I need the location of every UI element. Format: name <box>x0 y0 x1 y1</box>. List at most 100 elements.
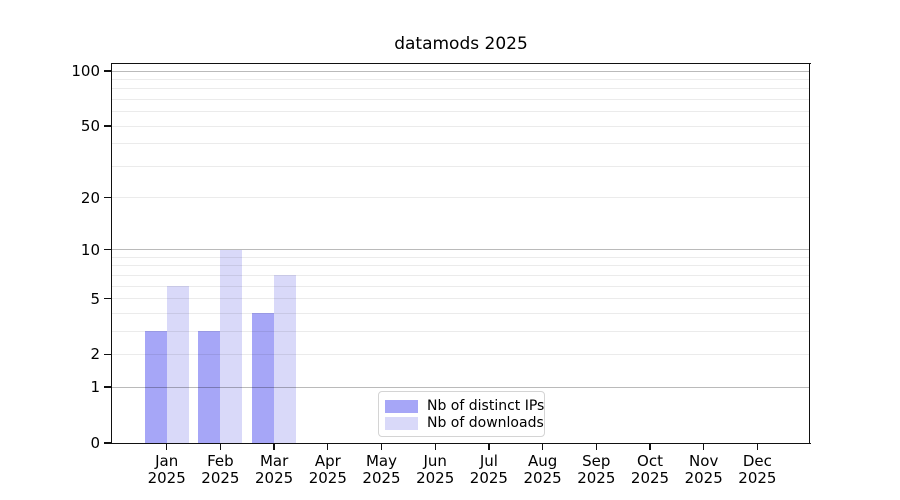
x-tick-month: Sep <box>582 452 611 470</box>
x-tick-label: Mar 2025 <box>239 453 309 487</box>
y-tick-label: 10 <box>80 240 100 259</box>
y-tick-mark <box>104 386 112 388</box>
x-tick-label: Feb 2025 <box>185 453 255 487</box>
y-tick-label: 100 <box>71 62 100 80</box>
x-tick-mark <box>434 444 436 450</box>
minor-gridline <box>112 78 810 80</box>
x-tick-label: Jun 2025 <box>400 453 470 487</box>
x-tick-label: Jul 2025 <box>454 453 524 487</box>
x-tick-year: 2025 <box>255 469 294 487</box>
legend-swatch-distinct-ips <box>385 400 418 413</box>
x-tick-mark <box>756 444 759 450</box>
minor-gridline <box>112 274 810 276</box>
top-spine <box>111 63 811 65</box>
y-tick-mark <box>104 196 112 199</box>
minor-gridline <box>112 298 810 300</box>
legend-item-distinct-ips: Nb of distinct IPs <box>385 398 544 415</box>
x-tick-year: 2025 <box>684 469 723 487</box>
x-tick-mark <box>219 444 222 450</box>
legend: Nb of distinct IPs Nb of downloads <box>378 391 545 437</box>
x-tick-mark <box>166 444 168 450</box>
legend-label-distinct-ips: Nb of distinct IPs <box>427 398 545 414</box>
y-tick-mark <box>104 442 112 444</box>
x-tick-year: 2025 <box>147 469 186 487</box>
x-tick-year: 2025 <box>523 469 562 487</box>
bar-distinct-ips <box>198 331 221 443</box>
x-tick-label: Apr 2025 <box>293 453 363 487</box>
x-tick-month: Feb <box>207 452 234 470</box>
x-tick-label: Nov 2025 <box>669 453 739 487</box>
minor-gridline <box>112 353 810 355</box>
x-tick-month: May <box>365 452 397 470</box>
legend-swatch-downloads <box>385 417 418 430</box>
minor-gridline <box>112 88 810 90</box>
y-tick-mark <box>104 125 112 127</box>
right-spine <box>809 63 811 444</box>
y-tick-mark <box>104 353 112 356</box>
x-tick-month: Oct <box>637 452 663 470</box>
y-tick-label: 50 <box>80 117 100 136</box>
minor-gridline <box>112 125 810 127</box>
x-tick-mark <box>595 444 597 450</box>
x-tick-year: 2025 <box>308 469 347 487</box>
minor-gridline <box>112 111 810 113</box>
minor-gridline <box>112 98 810 100</box>
bar-downloads <box>274 275 297 443</box>
x-tick-year: 2025 <box>738 469 777 487</box>
bar-downloads <box>220 249 243 443</box>
x-tick-mark <box>380 444 383 450</box>
minor-gridline <box>112 330 810 332</box>
major-gridline <box>112 70 810 72</box>
chart-title: datamods 2025 <box>394 34 528 54</box>
y-tick-mark <box>104 249 112 251</box>
x-tick-label: Jan 2025 <box>132 453 202 487</box>
y-tick-mark <box>104 297 112 300</box>
x-tick-mark <box>541 444 544 450</box>
minor-gridline <box>112 312 810 314</box>
x-tick-label: Dec 2025 <box>722 453 792 487</box>
x-tick-month: Mar <box>259 452 289 470</box>
x-tick-year: 2025 <box>577 469 616 487</box>
x-tick-month: Nov <box>689 452 719 470</box>
x-tick-label: Sep 2025 <box>561 453 631 487</box>
minor-gridline <box>112 265 810 267</box>
x-tick-year: 2025 <box>416 469 455 487</box>
left-spine <box>111 63 113 444</box>
x-tick-year: 2025 <box>630 469 670 487</box>
y-tick-mark <box>104 70 112 72</box>
x-tick-mark <box>273 444 275 450</box>
y-tick-label: 2 <box>90 345 100 364</box>
legend-label-downloads: Nb of downloads <box>427 415 544 431</box>
x-tick-month: Apr <box>314 452 341 470</box>
x-tick-year: 2025 <box>362 469 401 487</box>
minor-gridline <box>112 143 810 145</box>
x-tick-month: Dec <box>742 452 772 470</box>
x-tick-label: May 2025 <box>347 453 417 487</box>
x-tick-mark <box>649 444 651 450</box>
x-tick-mark <box>703 444 705 450</box>
minor-gridline <box>112 285 810 287</box>
y-tick-label: 20 <box>80 188 100 207</box>
x-tick-label: Aug 2025 <box>508 453 578 487</box>
x-tick-year: 2025 <box>469 469 508 487</box>
bottom-spine <box>111 443 811 445</box>
x-tick-month: Jun <box>423 452 447 470</box>
plot-area <box>112 64 810 443</box>
bar-downloads <box>166 286 189 443</box>
minor-gridline <box>112 256 810 258</box>
x-tick-label: Oct 2025 <box>615 453 685 487</box>
major-gridline <box>112 249 810 251</box>
y-tick-label: 5 <box>90 289 100 308</box>
minor-gridline <box>112 165 810 167</box>
x-tick-month: Jul <box>479 452 498 470</box>
minor-gridline <box>112 197 810 199</box>
y-tick-label: 0 <box>90 434 100 452</box>
x-tick-mark <box>327 444 329 450</box>
major-gridline <box>112 386 810 388</box>
bar-distinct-ips <box>252 313 275 443</box>
x-tick-year: 2025 <box>201 469 240 487</box>
y-tick-label: 1 <box>90 378 100 397</box>
legend-item-downloads: Nb of downloads <box>385 415 544 432</box>
x-tick-month: Jan <box>155 452 179 470</box>
